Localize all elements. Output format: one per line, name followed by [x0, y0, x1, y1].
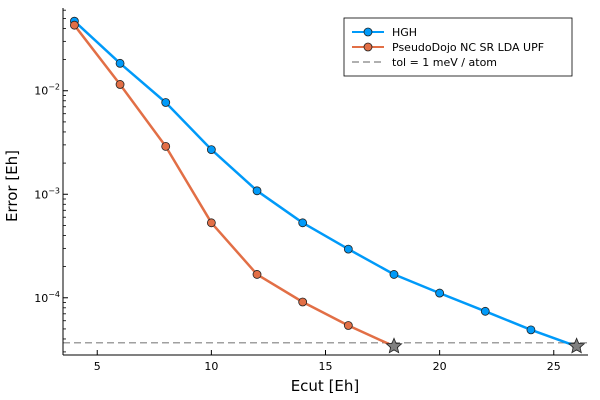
convergence-star-marker — [568, 337, 586, 354]
x-tick-label: 20 — [433, 360, 447, 373]
series-1-point — [206, 145, 216, 155]
x-tick-label: 10 — [204, 360, 218, 373]
series-line-1 — [73, 20, 578, 348]
series-1-point — [115, 58, 125, 68]
y-tick-label: 10−4 — [34, 290, 60, 305]
legend-swatch-marker — [363, 42, 373, 52]
legend-entry-label: HGH — [392, 26, 417, 39]
legend-entry-label: tol = 1 meV / atom — [392, 56, 497, 69]
series-2-point — [161, 141, 171, 151]
x-tick-label: 15 — [319, 360, 333, 373]
series-1-point — [389, 270, 399, 279]
series-1-point — [435, 288, 445, 298]
series-2-point — [343, 321, 353, 330]
legend-swatch-marker — [363, 27, 373, 37]
y-tick-label: 10−2 — [34, 83, 60, 98]
plot-area — [63, 16, 588, 354]
series-1-point — [526, 325, 536, 335]
series-1-point — [343, 244, 353, 254]
series-1-point — [298, 218, 308, 228]
series-1-point — [480, 306, 490, 316]
y-axis-label: Error [Eh] — [3, 150, 21, 222]
series-2-point — [206, 218, 216, 228]
y-tick-label: 10−3 — [34, 186, 60, 201]
series-2-point — [70, 20, 79, 30]
x-axis-label: Ecut [Eh] — [291, 377, 360, 395]
series-line-2 — [73, 24, 395, 348]
series-2-point — [115, 80, 125, 89]
x-tick-label: 5 — [94, 360, 101, 373]
legend-entry-label: PseudoDojo NC SR LDA UPF — [392, 41, 544, 54]
axes: 5 10 15 20 25 10−2 10−3 10−4 — [34, 8, 588, 373]
legend: HGH PseudoDojo NC SR LDA UPF tol = 1 meV /… — [343, 17, 573, 77]
series-1-point — [252, 186, 262, 196]
convergence-star-marker — [385, 337, 403, 354]
series-1-point — [161, 98, 171, 107]
x-tick-label: 25 — [547, 360, 561, 373]
series-2-point — [298, 297, 308, 307]
series-2-point — [252, 270, 262, 279]
